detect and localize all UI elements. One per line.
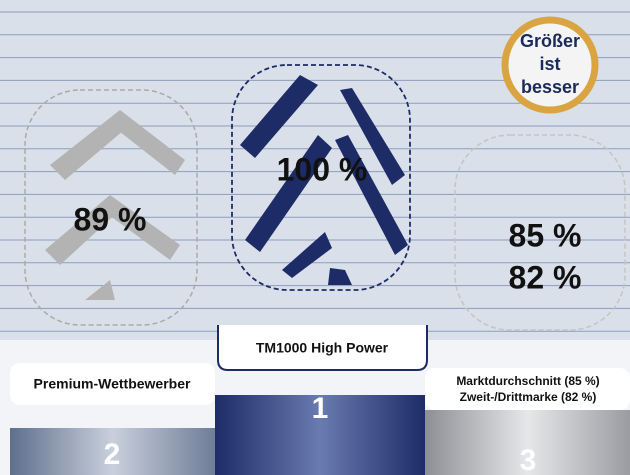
rank: 1	[312, 392, 329, 425]
badge-text: Größer	[520, 31, 580, 51]
podium-graphic: Größer ist besser 89 % 100 % 85 % 82 % P…	[0, 0, 630, 475]
badge-text: besser	[521, 77, 579, 97]
value: 100 %	[277, 151, 368, 187]
badge-text: ist	[539, 54, 560, 74]
value: 82 %	[509, 259, 582, 295]
label: Premium-Wettbewerber	[34, 376, 191, 392]
rank: 3	[520, 444, 537, 475]
value: 85 %	[509, 217, 582, 253]
rank: 2	[104, 438, 121, 471]
label: Marktdurchschnitt (85 %)	[456, 374, 599, 388]
label: TM1000 High Power	[256, 340, 389, 356]
label: Zweit-/Drittmarke (82 %)	[460, 390, 597, 404]
value: 89 %	[74, 201, 147, 237]
